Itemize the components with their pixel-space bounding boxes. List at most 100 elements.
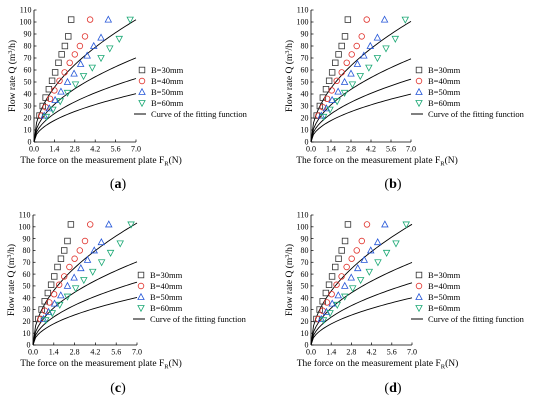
data-point [332,59,339,66]
data-point [116,240,124,248]
data-point [97,33,105,41]
chart-panel-a: 0 10 20 30 40 50 60 70 80 90 100 110 0.0 1.4 2.8 4.2 5.6… [7,6,248,192]
x-tick-label: 5.6 [111,145,121,154]
y-tick-label: 30 [301,305,309,314]
x-tick-label: 4.2 [366,145,376,154]
data-point [51,273,58,280]
y-axis-label: Flow rate Q (m3/h) [284,244,295,316]
data-point [76,42,84,50]
data-point [380,15,389,23]
data-point [57,291,65,299]
data-point [42,94,49,101]
legend-marker [137,271,145,279]
data-point [319,298,326,305]
legend-marker [138,77,146,85]
x-axis-label: The force on the measurement plate FR(N) [20,358,182,371]
data-point [55,301,64,309]
data-point [60,273,68,280]
x-tick-label: 2.8 [346,145,356,154]
data-point [358,237,365,245]
data-point [56,77,63,84]
data-point [70,273,78,281]
x-tick-label: 0.0 [28,348,38,357]
data-point [356,277,365,285]
x-tick-label: 5.6 [386,145,396,154]
data-point [340,281,349,289]
y-tick-label: 60 [24,66,32,75]
data-point [381,220,389,228]
series-b-50mm [32,220,138,346]
x-tick-label: 4.2 [367,348,377,357]
data-point [90,246,98,254]
data-point [106,249,115,257]
data-point [340,89,349,97]
data-point [340,77,349,85]
data-point [333,301,342,309]
chart-panel-c: 0 10 20 30 40 50 60 70 80 90 100 110 0.0 1.4 2.8 4.2 5.6… [6,211,247,396]
data-point [322,86,330,93]
legend-marker [415,77,423,85]
legend-entry-label: B=40mm [150,281,183,291]
y-tick-label: 20 [301,317,309,326]
x-tick-label: 2.8 [346,348,356,357]
y-tick-label: 110 [19,211,31,220]
legend-entry-label: B=30mm [151,65,184,75]
data-point [353,42,360,50]
legend-entry-label: B=50mm [428,87,461,97]
y-tick-label: 0 [27,341,31,350]
data-point [392,240,400,248]
y-tick-label: 50 [301,78,309,87]
data-point [325,281,333,288]
data-point [42,317,50,325]
data-point [66,263,73,271]
data-point [83,255,92,263]
data-point [51,95,59,103]
data-point [328,95,336,103]
data-point [325,77,333,84]
data-point [401,16,410,24]
series-b-30mm [32,221,138,346]
y-tick-label: 10 [301,126,309,135]
data-point [64,237,71,245]
data-point [322,104,331,112]
data-point [35,315,42,323]
data-point [328,273,336,280]
y-tick-label: 10 [23,329,31,338]
fit-curve [310,78,412,143]
series-b-60mm [33,16,137,143]
data-point [348,255,355,262]
x-tick-label: 7.0 [132,348,142,357]
data-point [44,289,52,297]
y-axis-label: Flow rate Q (m3/h) [7,40,18,112]
data-point [89,41,98,49]
y-tick-label: 80 [24,42,32,51]
data-point [104,15,113,23]
y-tick-label: 50 [24,78,32,87]
series-b-60mm [310,16,412,143]
y-tick-label: 100 [19,223,31,232]
y-tick-label: 40 [301,293,309,302]
y-tick-label: 30 [301,102,309,111]
data-point [338,247,345,254]
data-point [57,87,65,95]
data-point [88,268,97,276]
data-point [55,281,63,288]
data-point [63,281,72,289]
data-point [366,246,375,254]
y-tick-label: 50 [23,282,31,291]
data-point [373,55,382,63]
data-point [76,247,83,254]
data-point [97,238,106,246]
data-point [328,299,336,307]
x-tick-label: 0.0 [29,145,39,154]
data-point [39,102,46,110]
series-b-40mm [310,221,413,346]
data-point [343,59,350,66]
legend-marker [415,87,423,95]
data-point [341,237,349,245]
data-point [366,41,375,49]
data-point [71,51,78,58]
legend-entry-label: B=60mm [150,303,183,313]
